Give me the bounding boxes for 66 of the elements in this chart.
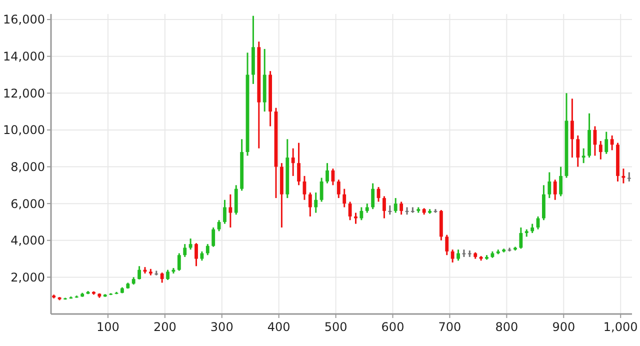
candlestick xyxy=(582,148,586,164)
candlestick xyxy=(138,265,141,280)
candlestick xyxy=(604,131,608,155)
y-tick-label: 4,000 xyxy=(10,234,45,248)
candlestick xyxy=(388,204,392,216)
x-tick-label: 500 xyxy=(324,320,348,334)
candlestick xyxy=(348,200,352,221)
candlestick xyxy=(622,168,626,184)
candlestick xyxy=(206,243,210,256)
candlestick xyxy=(365,202,369,214)
candlestick xyxy=(354,212,358,225)
candlestick xyxy=(308,192,312,218)
candlestick xyxy=(314,192,318,214)
x-tick-label: 900 xyxy=(552,320,576,334)
candlestick xyxy=(530,223,534,234)
candlestick xyxy=(382,195,386,220)
y-tick-label: 8,000 xyxy=(10,160,45,174)
candlestick xyxy=(576,134,580,168)
candlestick xyxy=(228,194,232,228)
candlestick xyxy=(627,172,631,182)
candlestick xyxy=(166,269,170,281)
x-tick-label: 700 xyxy=(438,320,462,334)
y-tick-label: 12,000 xyxy=(3,86,45,100)
candlestick xyxy=(194,242,198,267)
candlestick xyxy=(188,238,192,250)
candlestick xyxy=(320,177,324,202)
y-tick-label: 10,000 xyxy=(3,123,45,138)
candlestick xyxy=(570,98,574,158)
candlestick xyxy=(456,248,460,262)
x-tick-label: 600 xyxy=(381,320,404,334)
candlestick xyxy=(548,172,552,199)
candlestick xyxy=(200,250,204,262)
candlestick xyxy=(445,234,449,256)
candlestick xyxy=(297,142,300,186)
x-tick-label: 100 xyxy=(96,320,120,334)
candlestick xyxy=(212,226,216,248)
x-tick-label: 800 xyxy=(495,320,518,334)
y-tick-label: 16,000 xyxy=(3,12,45,27)
candlestick xyxy=(371,182,375,210)
candlestick xyxy=(400,200,404,216)
y-tick-label: 6,000 xyxy=(10,196,45,211)
x-tick-label: 200 xyxy=(153,320,176,334)
candlestick xyxy=(160,272,164,284)
x-tick-label: 400 xyxy=(267,320,290,334)
y-tick-label: 14,000 xyxy=(3,50,45,64)
candlestick xyxy=(598,140,602,160)
candlestick xyxy=(519,226,523,250)
candlestick xyxy=(342,188,346,208)
candlestick xyxy=(291,148,295,177)
candlestick xyxy=(542,184,546,221)
candlestick xyxy=(331,168,335,186)
candlestick xyxy=(450,248,454,264)
candlestick xyxy=(223,199,226,225)
candlestick xyxy=(234,184,238,216)
candlestick xyxy=(553,178,557,201)
candlestick xyxy=(360,206,364,221)
candlestick xyxy=(394,197,398,214)
y-tick-label: 2,000 xyxy=(10,270,45,284)
candlestick xyxy=(610,134,614,151)
candlestick xyxy=(559,166,563,197)
candlestick xyxy=(336,178,340,199)
candlestick xyxy=(183,243,187,258)
x-tick-label: 300 xyxy=(210,320,234,334)
x-tick-label: 1,000 xyxy=(603,320,638,334)
candlestick xyxy=(177,252,181,272)
candlestick xyxy=(326,162,329,184)
